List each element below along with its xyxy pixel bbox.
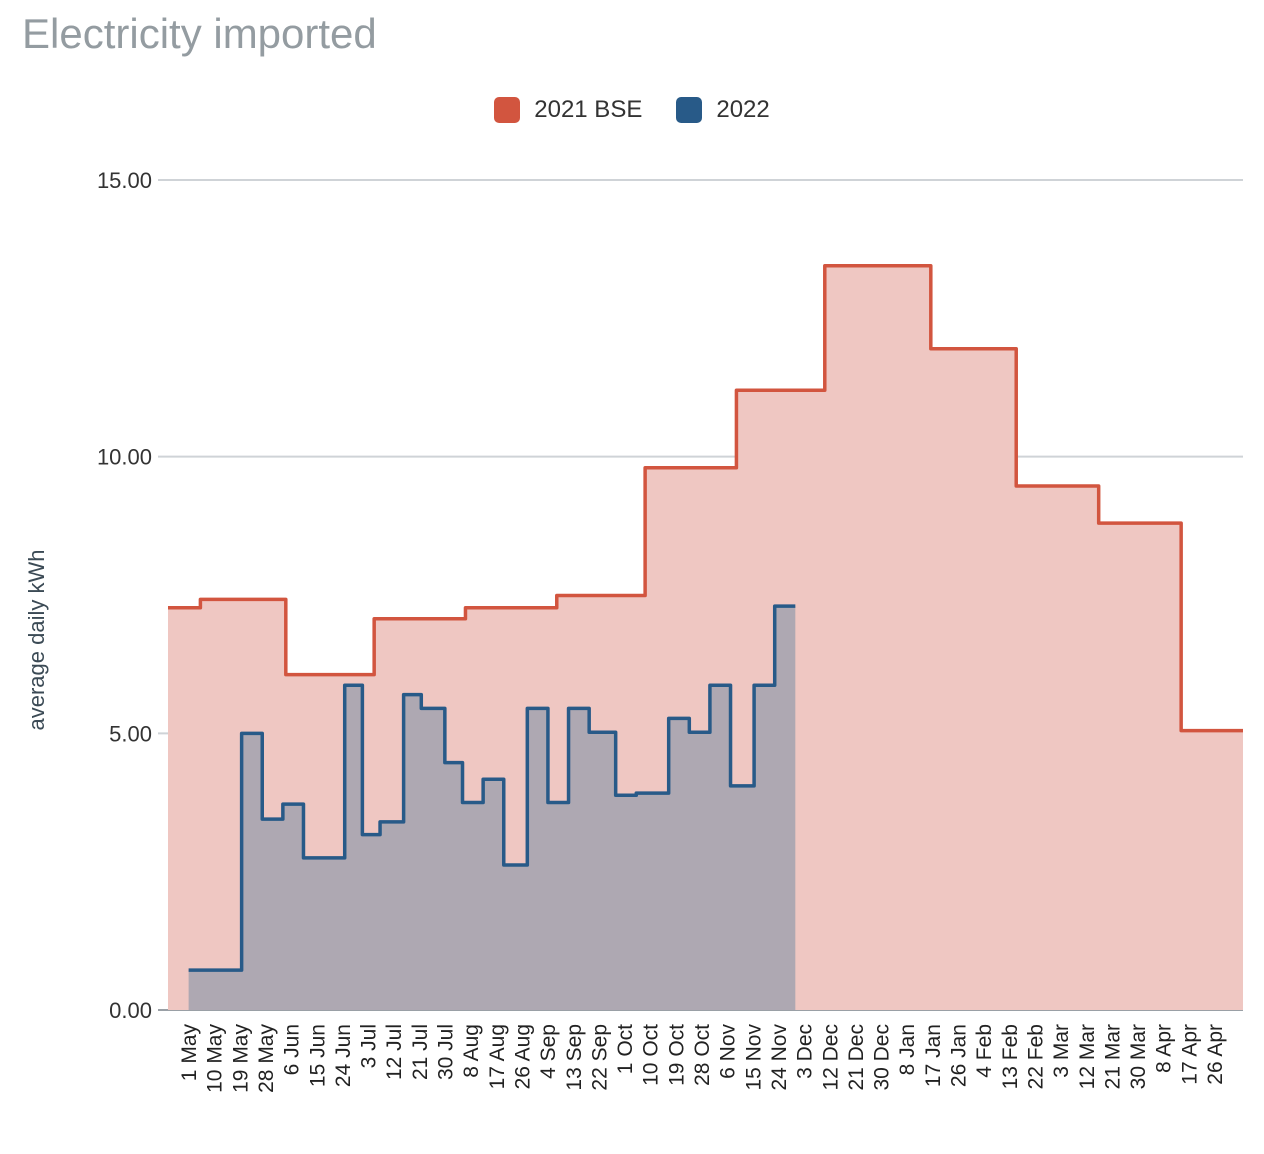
x-tick-label: 17 Apr xyxy=(1178,1024,1201,1085)
x-tick-label: 8 Aug xyxy=(460,1024,483,1078)
y-tick-label: 10.00 xyxy=(97,445,152,470)
x-tick-label: 12 Mar xyxy=(1076,1024,1099,1089)
x-tick-label: 4 Sep xyxy=(537,1024,560,1079)
x-tick-label: 12 Dec xyxy=(819,1024,842,1091)
legend-item-2021-bse[interactable]: 2021 BSE xyxy=(494,96,642,124)
x-tick-label: 21 Dec xyxy=(845,1024,868,1091)
x-tick-label: 13 Feb xyxy=(999,1024,1022,1089)
x-tick-label: 15 Nov xyxy=(742,1024,765,1091)
area-2022 xyxy=(188,606,796,1010)
y-axis-ticks: 0.00 5.00 10.00 15.00 xyxy=(97,168,152,1023)
legend-swatch-2022 xyxy=(676,97,703,123)
x-tick-label: 28 Oct xyxy=(691,1024,714,1086)
x-tick-label: 26 Apr xyxy=(1204,1024,1227,1085)
x-tick-label: 22 Sep xyxy=(588,1024,611,1091)
x-tick-label: 21 Jul xyxy=(409,1024,432,1080)
x-axis-ticks: 1 May 10 May 19 May 28 May 6 Jun 15 Jun 24 Jun… xyxy=(178,1024,1227,1093)
x-tick-label: 19 May xyxy=(229,1024,252,1093)
line-2021-bse xyxy=(168,264,1243,733)
x-tick-label: 15 Jun xyxy=(306,1024,329,1087)
x-tick-label: 6 Nov xyxy=(717,1024,740,1079)
x-tick-label: 3 Dec xyxy=(794,1024,817,1079)
x-tick-label: 22 Feb xyxy=(1024,1024,1047,1089)
x-tick-label: 13 Sep xyxy=(563,1024,586,1091)
x-tick-label: 3 Mar xyxy=(1050,1024,1073,1078)
x-tick-label: 6 Jun xyxy=(281,1024,304,1075)
x-tick-label: 24 Jun xyxy=(332,1024,355,1087)
x-tick-label: 8 Jan xyxy=(896,1024,919,1075)
x-tick-label: 1 Oct xyxy=(614,1024,637,1074)
x-tick-label: 8 Apr xyxy=(1153,1024,1176,1073)
x-tick-label: 10 Oct xyxy=(640,1024,663,1086)
chart-title: Electricity imported xyxy=(22,10,377,57)
x-tick-label: 30 Dec xyxy=(871,1024,894,1091)
legend-swatch-2021-bse xyxy=(494,97,521,123)
y-tick-label: 0.00 xyxy=(109,998,152,1023)
x-tick-label: 17 Jan xyxy=(922,1024,945,1087)
x-tick-label: 12 Jul xyxy=(383,1024,406,1080)
x-tick-label: 3 Jul xyxy=(358,1024,381,1068)
legend: 2021 BSE 2022 xyxy=(0,96,1264,124)
y-tick-label: 5.00 xyxy=(109,721,152,746)
x-tick-label: 4 Feb xyxy=(973,1024,996,1078)
y-axis-label: average daily kWh xyxy=(24,550,49,731)
x-tick-label: 28 May xyxy=(255,1024,278,1093)
x-tick-label: 10 May xyxy=(204,1024,227,1093)
legend-item-2022[interactable]: 2022 xyxy=(676,96,770,124)
x-tick-label: 26 Jan xyxy=(948,1024,971,1087)
legend-label-2021-bse: 2021 BSE xyxy=(534,96,643,123)
y-tick-label: 15.00 xyxy=(97,168,152,193)
x-tick-label: 17 Aug xyxy=(486,1024,509,1089)
line-2022 xyxy=(188,604,796,972)
legend-label-2022: 2022 xyxy=(716,96,770,123)
x-tick-label: 26 Aug xyxy=(511,1024,534,1089)
x-tick-label: 21 Mar xyxy=(1101,1024,1124,1089)
x-tick-label: 30 Mar xyxy=(1127,1024,1150,1089)
x-tick-label: 19 Oct xyxy=(665,1024,688,1086)
x-tick-label: 1 May xyxy=(178,1024,201,1082)
series-areas xyxy=(168,265,1243,1010)
series-lines xyxy=(168,264,1243,972)
x-tick-label: 30 Jul xyxy=(435,1024,458,1080)
x-tick-label: 24 Nov xyxy=(768,1024,791,1091)
